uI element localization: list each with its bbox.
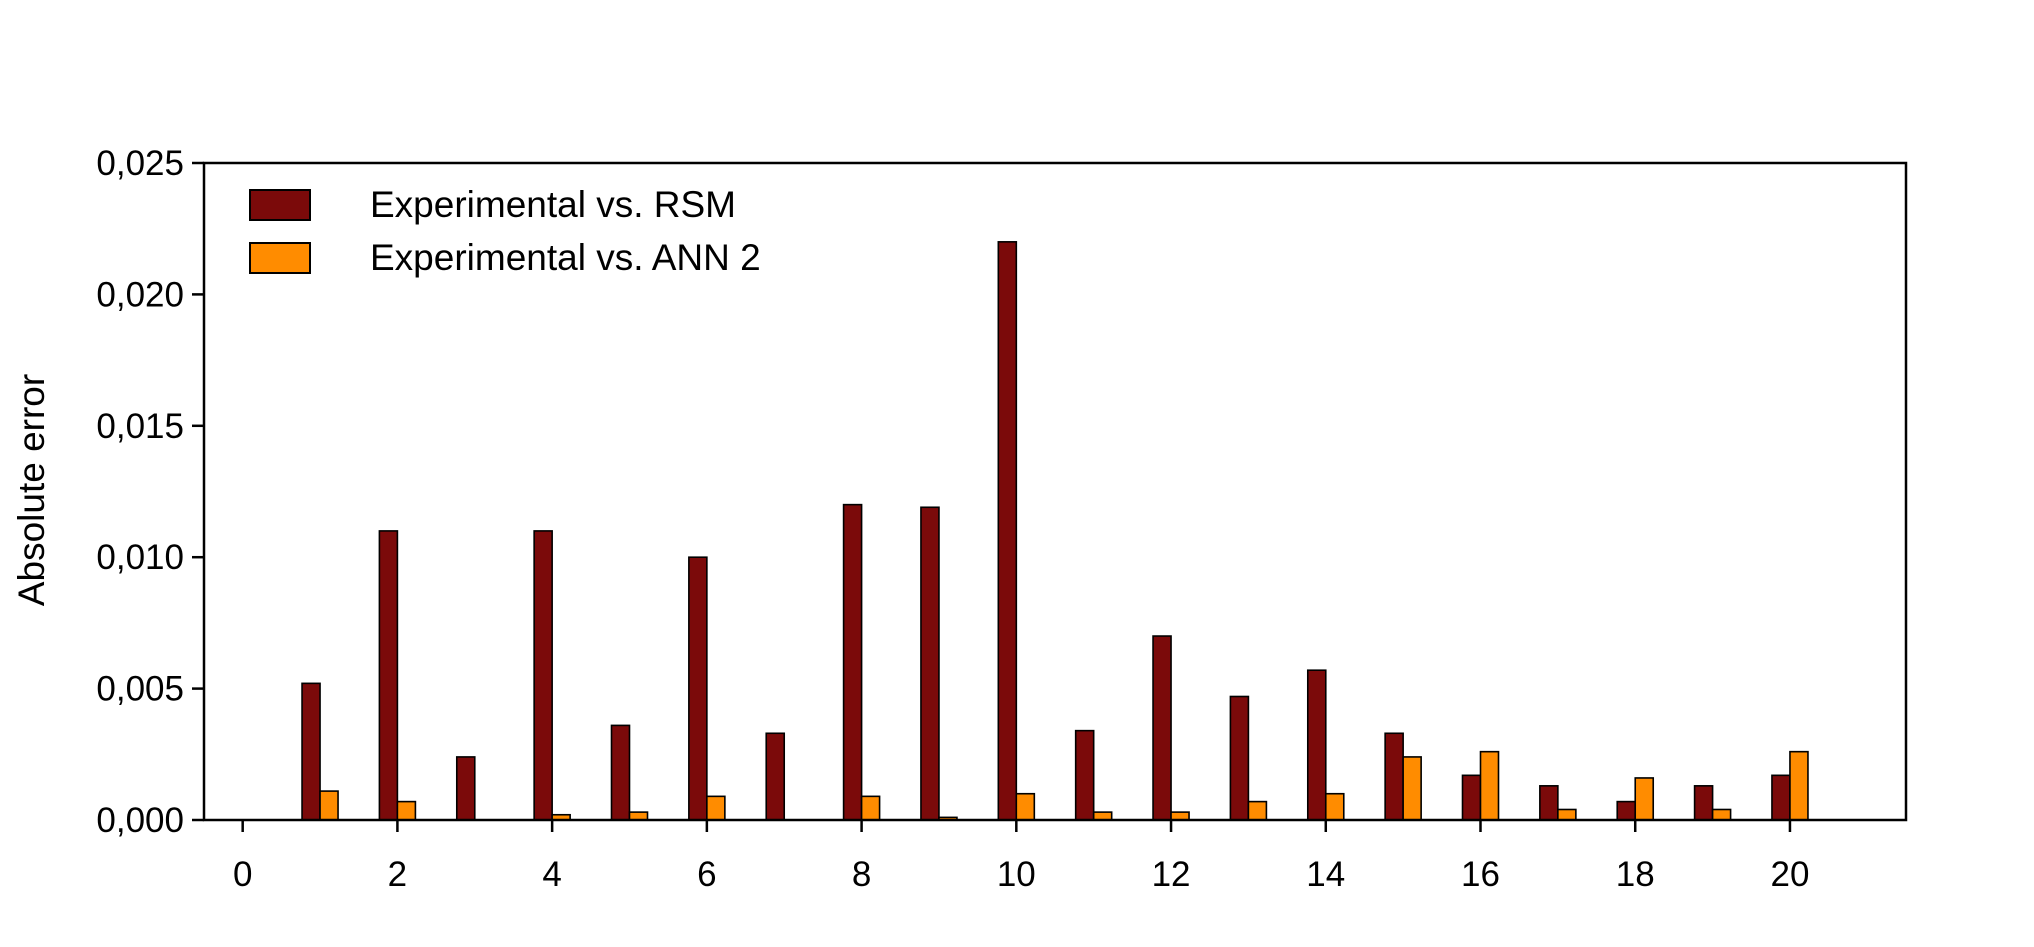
y-tick-label: 0,010 (96, 538, 184, 577)
bars-group (301, 241, 1809, 821)
plot-frame (202, 161, 1908, 822)
bar-rsm-11 (1074, 729, 1095, 821)
axes-group: 0,000 0,005 0,010 0,015 0,020 0,025 0 2 4 6 8 10 12 1… (96, 144, 1908, 894)
y-tick-label: 0,025 (96, 144, 184, 183)
bar-ann2-13 (1247, 800, 1268, 821)
bar-rsm-5 (610, 724, 631, 821)
legend-label-1: Experimental vs. ANN 2 (370, 237, 761, 278)
legend-swatch-0 (249, 189, 311, 221)
legend-label-0: Experimental vs. RSM (370, 184, 736, 225)
x-tick-label: 8 (852, 855, 871, 894)
x-tick-label: 12 (1152, 855, 1191, 894)
bar-rsm-20 (1771, 774, 1791, 821)
x-tick-label: 6 (697, 855, 716, 894)
bar-rsm-18 (1616, 800, 1637, 821)
bar-ann2-18 (1634, 777, 1655, 821)
bar-ann2-14 (1324, 792, 1345, 821)
bar-ann2-15 (1402, 756, 1422, 821)
bar-ann2-19 (1711, 808, 1732, 821)
y-tick-label: 0,005 (96, 670, 184, 709)
bar-ann2-10 (1015, 792, 1036, 821)
bar-rsm-1 (301, 682, 321, 821)
bar-ann2-2 (396, 800, 417, 821)
bar-ann2-20 (1789, 750, 1809, 821)
bar-rsm-13 (1229, 695, 1250, 821)
bar-rsm-17 (1539, 785, 1559, 821)
y-axis-title: Absolute error (11, 374, 52, 606)
bar-rsm-4 (533, 530, 553, 821)
y-tick-label: 0,000 (96, 801, 184, 840)
bar-rsm-9 (920, 506, 940, 821)
bar-ann2-6 (706, 795, 726, 821)
bar-ann2-8 (860, 795, 881, 821)
bar-rsm-2 (378, 530, 399, 821)
x-tick-label: 4 (542, 855, 561, 894)
x-tick-label: 10 (997, 855, 1036, 894)
x-tick-label: 2 (388, 855, 407, 894)
bar-rsm-19 (1693, 785, 1714, 821)
x-tick-label: 20 (1770, 855, 1809, 894)
bar-rsm-8 (842, 503, 863, 821)
bar-ann2-16 (1479, 750, 1500, 821)
x-tick-label: 14 (1306, 855, 1345, 894)
bar-ann2-1 (319, 790, 339, 821)
bar-rsm-16 (1461, 774, 1482, 821)
x-tick-label: 0 (233, 855, 252, 894)
bar-ann2-17 (1557, 808, 1577, 821)
bar-rsm-12 (1152, 635, 1172, 821)
x-tick-label: 16 (1461, 855, 1500, 894)
bar-rsm-6 (688, 556, 708, 821)
bar-rsm-14 (1306, 669, 1327, 821)
bar-rsm-3 (455, 756, 476, 821)
y-tick-label: 0,015 (96, 407, 184, 446)
bar-rsm-10 (997, 241, 1018, 821)
y-tick-label: 0,020 (96, 275, 184, 314)
bar-rsm-7 (765, 732, 786, 821)
bar-rsm-15 (1384, 732, 1404, 821)
x-tick-label: 18 (1616, 855, 1655, 894)
legend-swatch-1 (249, 242, 311, 274)
legend: Experimental vs. RSM Experimental vs. ANN… (249, 184, 761, 278)
